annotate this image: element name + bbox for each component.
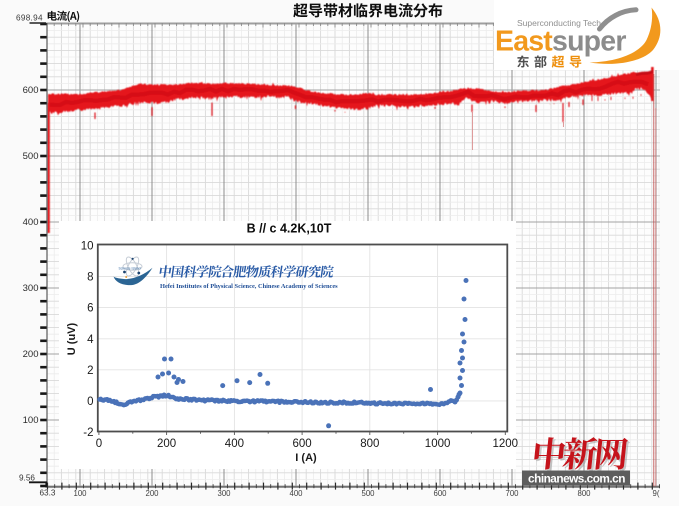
svg-text:200: 200 — [145, 489, 159, 498]
svg-text:63.3: 63.3 — [40, 488, 56, 497]
svg-text:100: 100 — [23, 415, 39, 426]
svg-text:800: 800 — [577, 489, 591, 498]
svg-text:-2: -2 — [83, 427, 93, 439]
svg-text:9.56: 9.56 — [19, 474, 35, 483]
svg-text:chinanews.com.cn: chinanews.com.cn — [528, 472, 625, 486]
svg-text:I (A): I (A) — [295, 452, 317, 464]
svg-text:Superconducting Tech: Superconducting Tech — [517, 18, 601, 28]
svg-text:400: 400 — [23, 217, 39, 228]
svg-text:200: 200 — [23, 349, 39, 360]
svg-text:10: 10 — [81, 240, 94, 252]
svg-text:B // c 4.2K,10T: B // c 4.2K,10T — [247, 222, 332, 236]
svg-text:Hefei Institutes of Physical S: Hefei Institutes of Physical Science, Ch… — [160, 283, 338, 290]
svg-text:Eastsuper: Eastsuper — [495, 26, 626, 58]
svg-text:700: 700 — [505, 489, 519, 498]
svg-text:2: 2 — [87, 365, 93, 377]
svg-text:500: 500 — [361, 489, 375, 498]
svg-text:0: 0 — [87, 396, 93, 408]
svg-text:300: 300 — [23, 283, 39, 294]
svg-text:600: 600 — [433, 489, 447, 498]
svg-text:300: 300 — [217, 489, 231, 498]
svg-text:600: 600 — [293, 438, 312, 450]
svg-text:8: 8 — [87, 272, 93, 284]
svg-text:U (uV): U (uV) — [66, 322, 78, 355]
svg-text:400: 400 — [289, 489, 303, 498]
svg-text:1200: 1200 — [493, 438, 519, 450]
svg-text:800: 800 — [360, 438, 379, 450]
svg-text:0: 0 — [96, 438, 102, 450]
svg-text:400: 400 — [225, 438, 244, 450]
svg-text:698.94: 698.94 — [16, 14, 43, 23]
svg-text:500: 500 — [23, 151, 39, 162]
svg-text:100: 100 — [73, 489, 87, 498]
svg-text:200: 200 — [157, 438, 176, 450]
svg-text:4: 4 — [87, 334, 94, 346]
svg-text:1000: 1000 — [425, 438, 451, 450]
svg-text:Science Island: Science Island — [119, 266, 141, 270]
svg-text:6: 6 — [87, 303, 93, 315]
svg-text:600: 600 — [23, 85, 39, 96]
svg-text:9(: 9( — [653, 489, 660, 498]
